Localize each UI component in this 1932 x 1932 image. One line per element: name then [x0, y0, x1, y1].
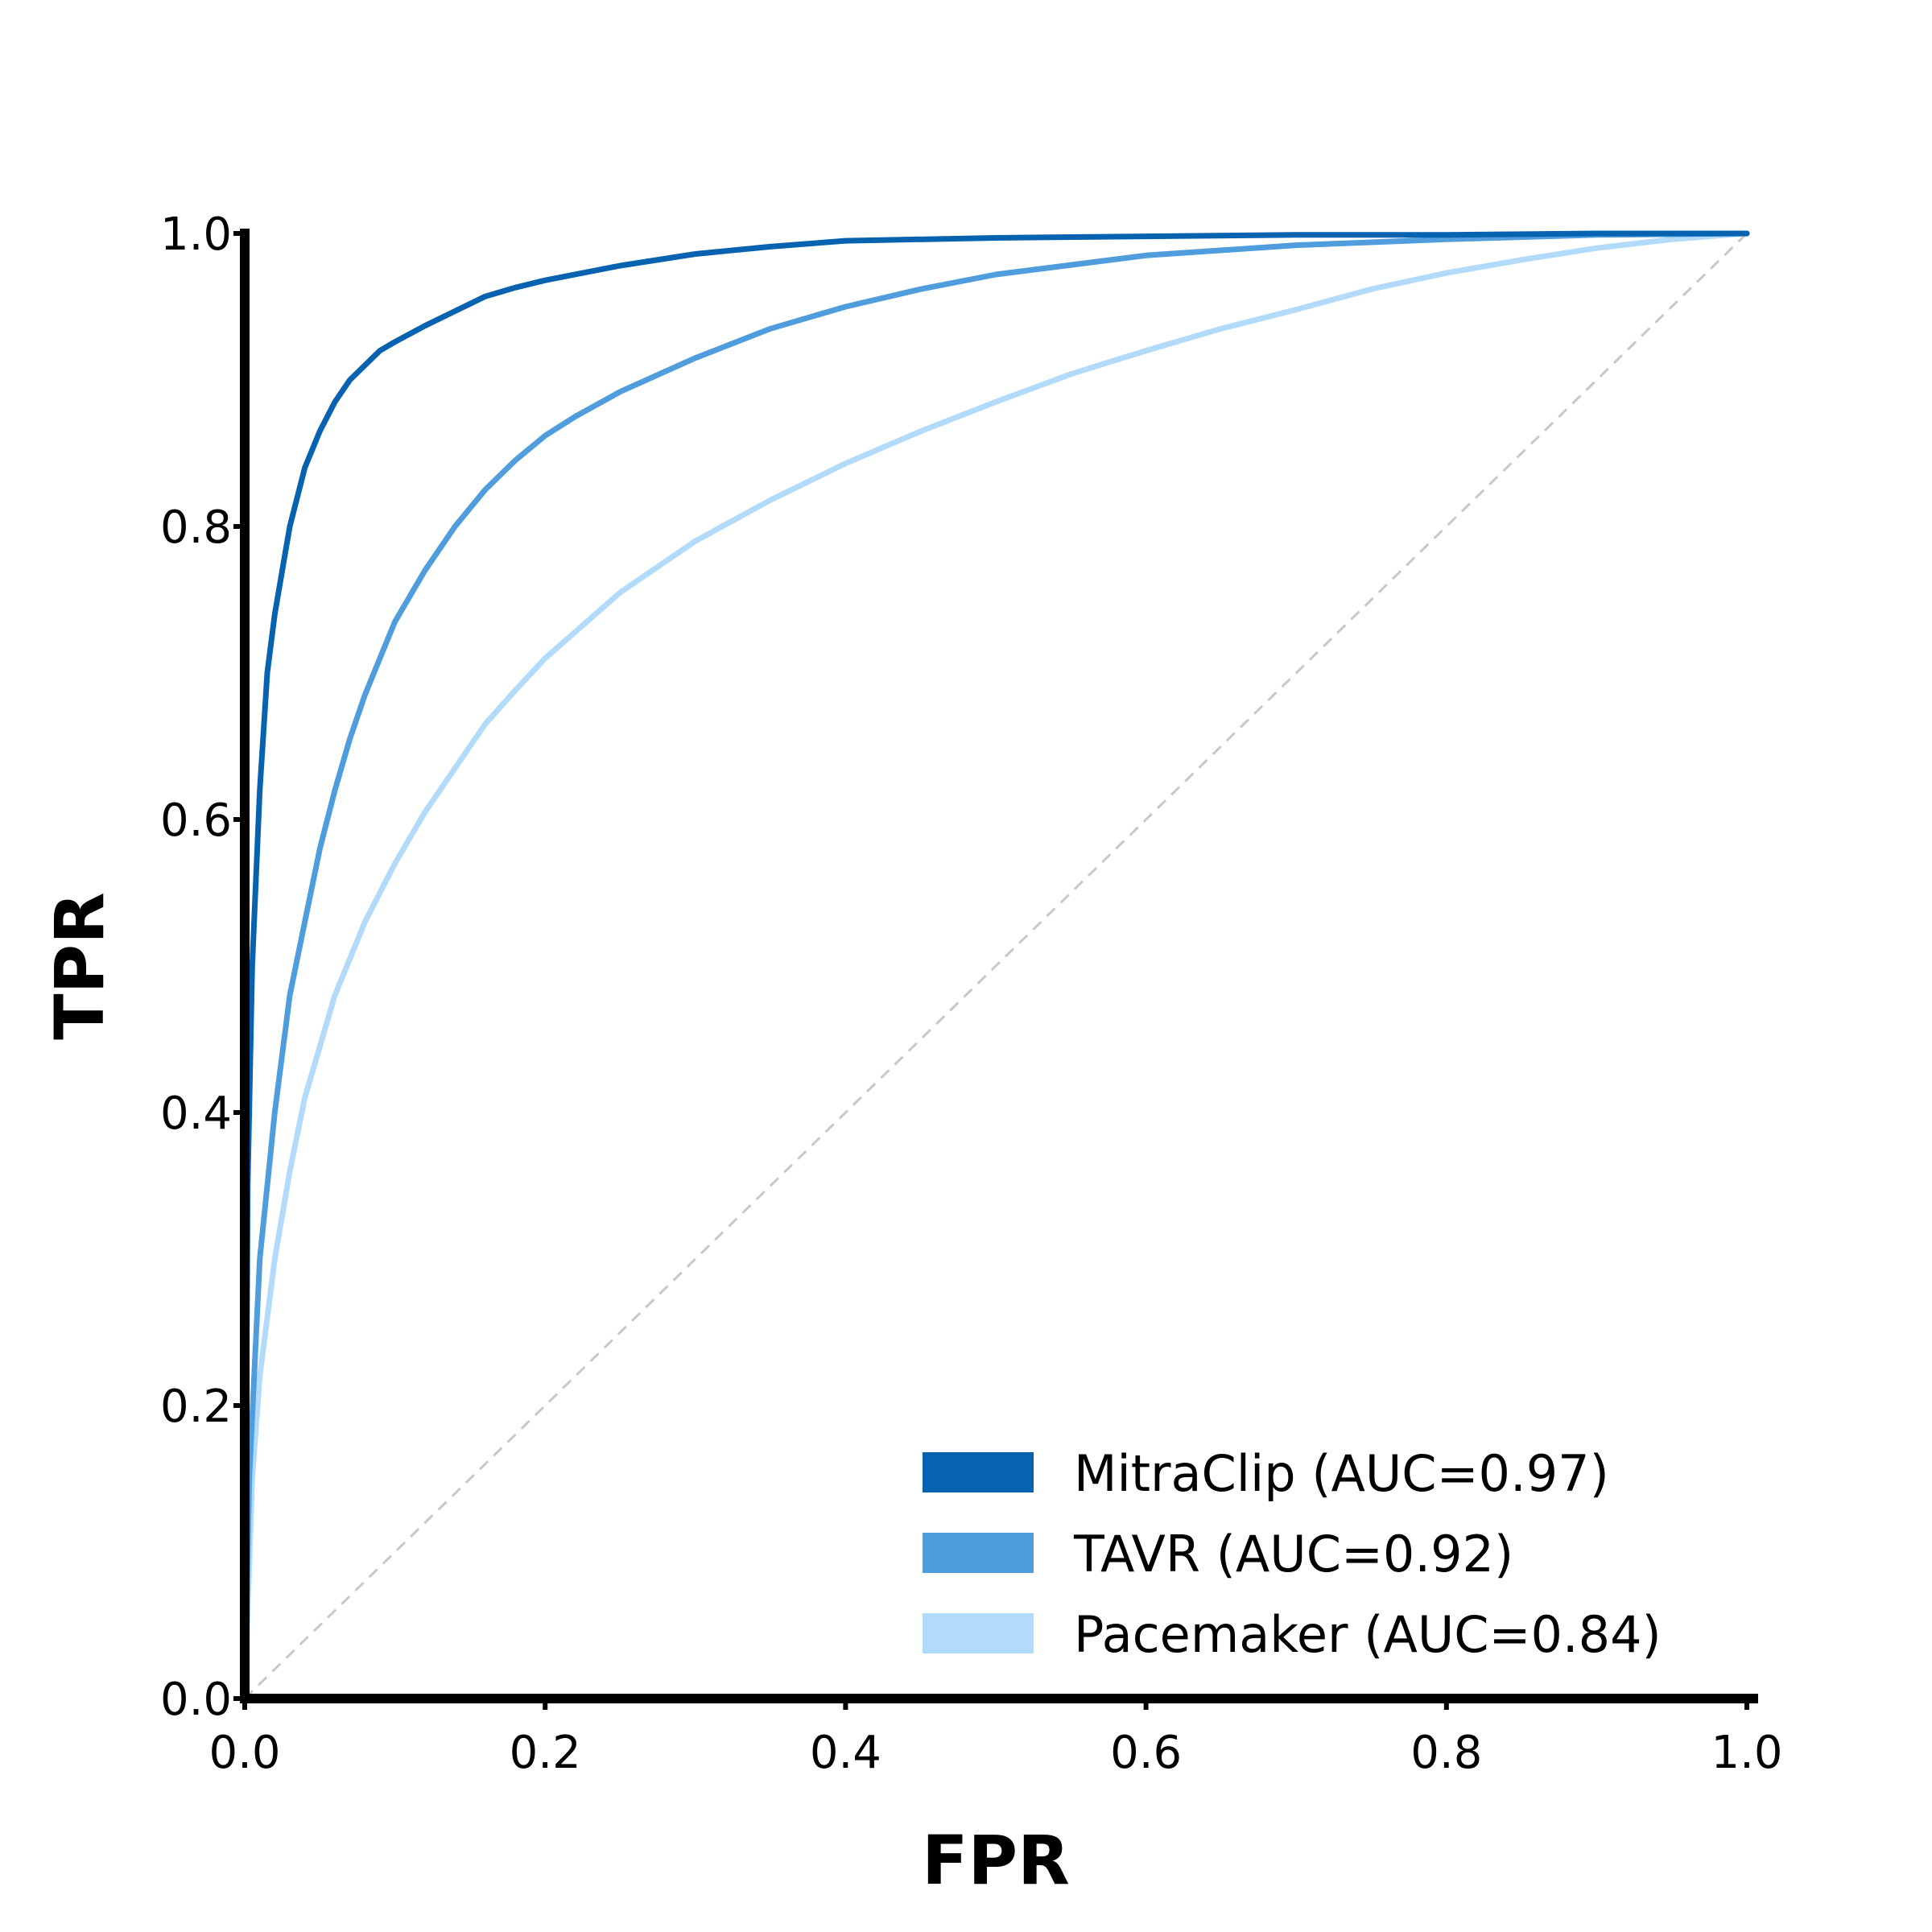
x-tick-label: 0.0: [208, 1727, 280, 1779]
legend-swatch-1: [923, 1533, 1034, 1573]
y-tick-label: 0.4: [160, 1088, 232, 1140]
x-tick-label: 0.4: [810, 1727, 881, 1779]
chance-reference-line: [243, 232, 1748, 1700]
x-tick-label: 1.0: [1711, 1727, 1782, 1779]
y-ticks: 0.0 0.2 0.4 0.6 0.8 1.0: [160, 208, 245, 1726]
y-tick-label: 1.0: [160, 208, 232, 261]
legend-swatch-2: [923, 1613, 1034, 1653]
y-tick-label: 0.8: [160, 502, 232, 554]
y-tick-label: 0.0: [160, 1674, 232, 1726]
x-ticks: 0.0 0.2 0.4 0.6 0.8 1.0: [208, 1699, 1783, 1779]
plot-area: [242, 230, 1750, 1702]
series-line-1: [242, 230, 1750, 1702]
legend-label-0: MitraClip (AUC=0.97): [1074, 1444, 1609, 1503]
x-tick-label: 0.8: [1410, 1727, 1482, 1779]
y-axis-title: TPR: [40, 892, 119, 1040]
y-tick-label: 0.6: [160, 795, 232, 847]
series-line-0: [242, 230, 1750, 1702]
series-line-2: [242, 230, 1750, 1702]
x-axis-title: FPR: [922, 1821, 1070, 1900]
y-tick-label: 0.2: [160, 1381, 232, 1433]
series-layer: [242, 230, 1750, 1702]
legend-label-1: TAVR (AUC=0.92): [1073, 1525, 1513, 1583]
x-tick-label: 0.6: [1110, 1727, 1182, 1779]
axes: 0.0 0.2 0.4 0.6 0.8 1.0 0.0 0.2 0.4 0.6 0.8 1.0: [160, 208, 1783, 1779]
x-tick-label: 0.2: [510, 1727, 581, 1779]
legend-label-2: Pacemaker (AUC=0.84): [1074, 1605, 1662, 1664]
legend: MitraClip (AUC=0.97) TAVR (AUC=0.92) Pacem…: [923, 1444, 1662, 1664]
legend-swatch-0: [923, 1452, 1034, 1492]
